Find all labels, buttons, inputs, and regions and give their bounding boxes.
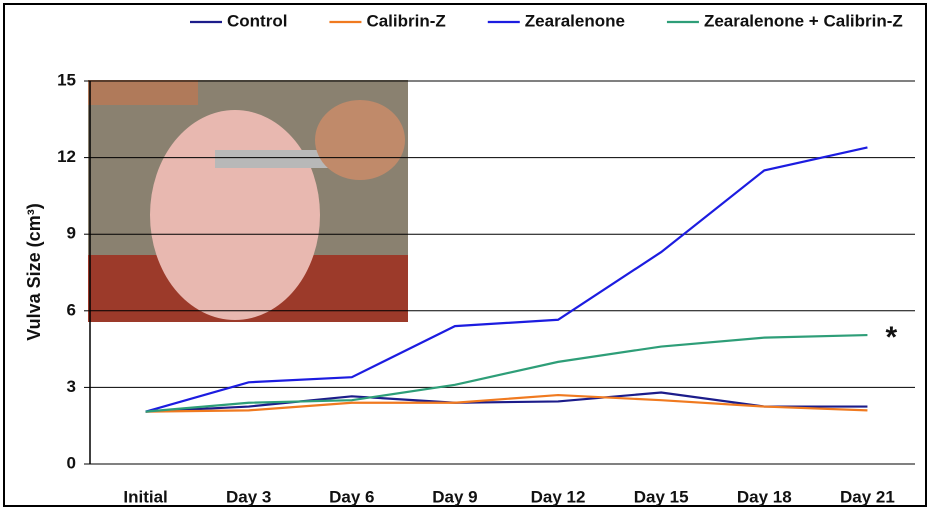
legend-label: Zearalenone + Calibrin-Z [704, 11, 903, 30]
y-tick-label: 0 [67, 453, 76, 472]
x-tick-label: Day 3 [226, 487, 271, 506]
y-tick-label: 3 [67, 377, 76, 396]
y-tick-label: 12 [57, 147, 76, 166]
legend-label: Control [227, 11, 287, 30]
annotation: * [885, 321, 897, 354]
legend-label: Calibrin-Z [366, 11, 445, 30]
x-tick-label: Day 6 [329, 487, 374, 506]
legend-label: Zearalenone [525, 11, 625, 30]
x-tick-label: Initial [123, 487, 167, 506]
x-tick-label: Day 15 [634, 487, 689, 506]
photo-inset [88, 80, 408, 322]
x-tick-label: Day 9 [432, 487, 477, 506]
chart: Vulva Size (cm³) 0 3 6 9 12 15 Initial Day 3 Day… [0, 0, 933, 513]
y-tick-label: 9 [67, 224, 76, 243]
y-tick-label: 6 [67, 300, 76, 319]
x-tick-label: Day 12 [531, 487, 586, 506]
y-tick-label: 15 [57, 70, 76, 89]
x-tick-label: Day 21 [840, 487, 895, 506]
y-axis-label: Vulva Size (cm³) [24, 203, 44, 340]
x-tick-label: Day 18 [737, 487, 792, 506]
